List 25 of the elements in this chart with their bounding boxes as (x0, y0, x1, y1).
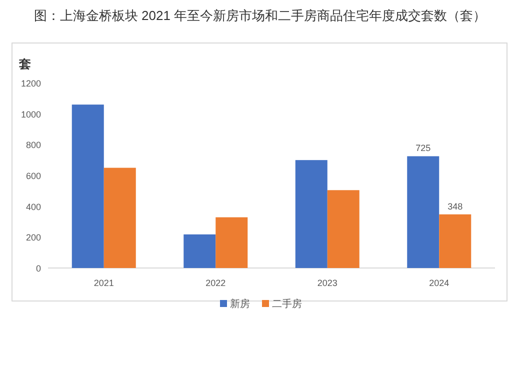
y-tick-label: 1000 (20, 109, 41, 120)
y-tick-label: 1200 (20, 78, 41, 88)
data-label: 725 (416, 143, 431, 154)
bar (327, 190, 360, 268)
bar (184, 234, 216, 268)
bar (216, 217, 248, 268)
bar (407, 156, 440, 268)
y-axis-title: 套 (18, 57, 31, 71)
x-tick-label: 2024 (429, 278, 450, 288)
y-tick-label: 800 (26, 140, 41, 150)
bar (104, 168, 136, 268)
y-tick-label: 600 (26, 171, 41, 181)
legend-label: 新房 (230, 298, 250, 310)
x-tick-label: 2023 (317, 278, 338, 288)
y-tick-label: 200 (26, 232, 41, 243)
x-tick-label: 2021 (94, 278, 114, 288)
data-label: 348 (448, 201, 463, 212)
bar (295, 160, 328, 268)
bar (72, 104, 104, 268)
y-tick-label: 400 (26, 202, 41, 212)
y-tick-label: 0 (36, 264, 41, 274)
x-tick-label: 2022 (206, 278, 226, 288)
chart-title: 图：上海金桥板块 2021 年至今新房市场和二手房商品住宅年度成交套数（套） (34, 8, 486, 23)
bar (439, 214, 472, 268)
legend-label: 二手房 (272, 298, 302, 310)
